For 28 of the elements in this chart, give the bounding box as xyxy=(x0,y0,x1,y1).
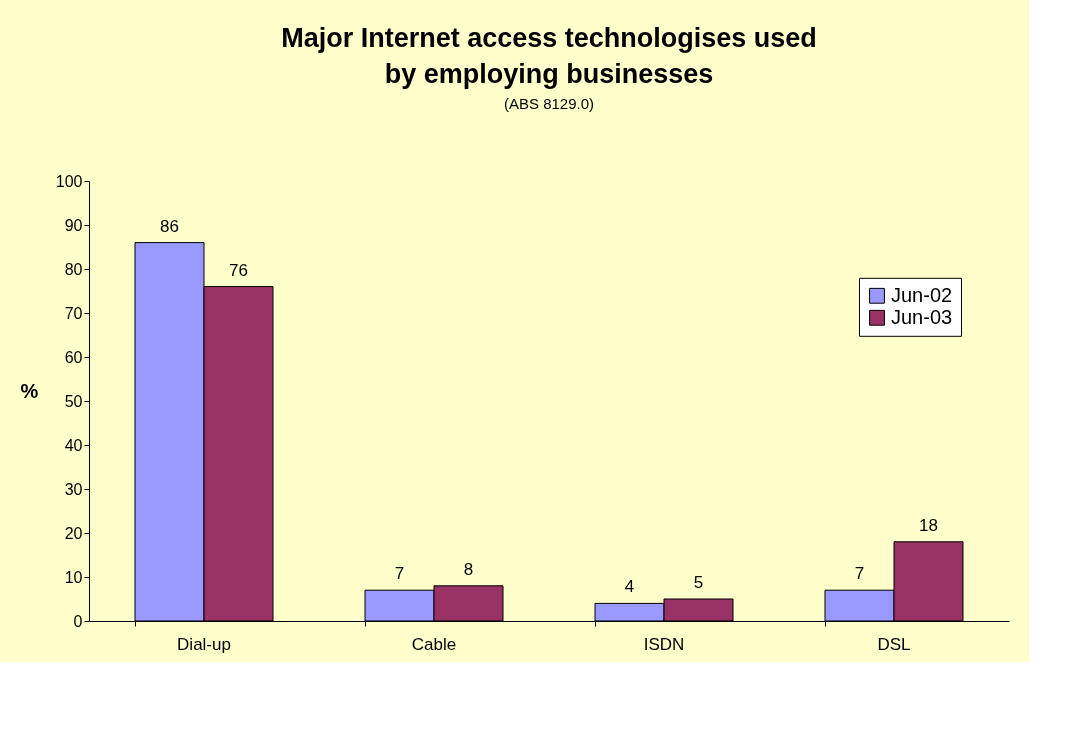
x-tick-label: DSL xyxy=(877,634,911,654)
chart-subtitle: (ABS 8129.0) xyxy=(503,95,595,112)
y-tick-label: 70 xyxy=(64,304,83,322)
legend-label: Jun-03 xyxy=(891,305,953,328)
y-tick-label: 80 xyxy=(64,260,83,278)
x-tick-label: Cable xyxy=(411,634,457,654)
y-axis-title: % xyxy=(20,379,39,402)
data-label: 4 xyxy=(624,577,635,597)
x-tick-label: ISDN xyxy=(643,634,685,654)
data-label: 8 xyxy=(463,559,474,579)
chart-title: Major Internet access technologises used by employing businesses xyxy=(281,23,817,89)
data-label: 76 xyxy=(229,260,248,280)
y-tick-label: 90 xyxy=(64,216,83,234)
y-tick-label: 40 xyxy=(64,436,83,454)
y-tick-label: 20 xyxy=(64,524,83,542)
data-label: 7 xyxy=(394,564,405,584)
data-label: 7 xyxy=(854,564,865,584)
x-tick-label: Dial-up xyxy=(177,634,231,654)
data-label: 5 xyxy=(693,573,704,592)
legend-label: Jun-02 xyxy=(891,283,953,306)
data-label: 86 xyxy=(160,216,179,236)
data-label: 18 xyxy=(919,515,938,535)
y-tick-label: 60 xyxy=(64,348,83,366)
y-tick-label: 0 xyxy=(73,612,83,630)
y-tick-label: 50 xyxy=(64,392,83,410)
y-tick-label: 10 xyxy=(64,568,83,586)
y-tick-label: 30 xyxy=(64,480,83,498)
y-tick-label: 100 xyxy=(55,172,83,190)
